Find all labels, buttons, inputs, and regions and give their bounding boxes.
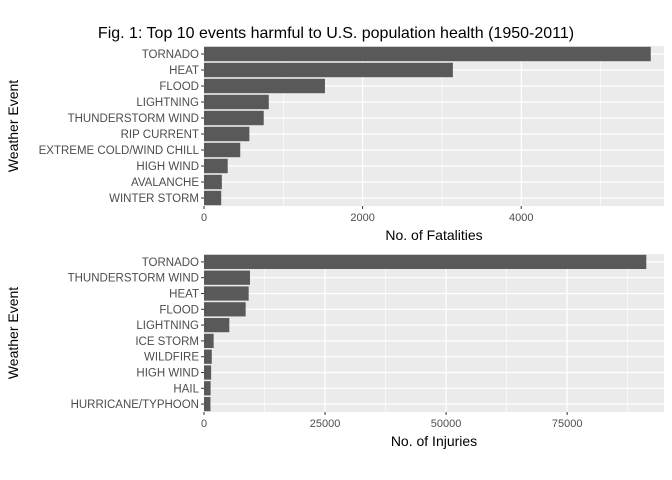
x-tick-label: 50000	[431, 418, 462, 430]
panel-background	[204, 254, 664, 412]
figure-title: Fig. 1: Top 10 events harmful to U.S. po…	[98, 25, 574, 42]
bar-heat	[204, 286, 249, 301]
x-axis-title: No. of Injuries	[391, 433, 477, 449]
category-label: EXTREME COLD/WIND CHILL	[39, 145, 200, 157]
category-label: WINTER STORM	[109, 193, 199, 205]
category-label: HAIL	[173, 383, 199, 395]
x-tick-label: 0	[201, 212, 207, 224]
category-label: HEAT	[169, 289, 199, 301]
bar-lightning	[204, 94, 269, 110]
bar-flood	[204, 78, 325, 94]
category-label: HURRICANE/TYPHOON	[71, 399, 199, 411]
bar-hail	[204, 381, 211, 396]
category-label: FLOOD	[159, 81, 199, 93]
category-label: THUNDERSTORM WIND	[68, 273, 199, 285]
x-tick-label: 25000	[310, 418, 341, 430]
bar-avalanche	[204, 174, 222, 190]
category-label: TORNADO	[142, 257, 199, 269]
x-tick-label: 0	[201, 418, 207, 430]
category-label: THUNDERSTORM WIND	[68, 113, 199, 125]
bar-hurricane-typhoon	[204, 396, 211, 412]
bar-thunderstorm-wind	[204, 110, 264, 126]
bar-extreme-cold-wind-chill	[204, 142, 241, 158]
x-tick-label: 75000	[552, 418, 583, 430]
bar-high-wind	[204, 158, 228, 174]
bar-winter-storm	[204, 190, 222, 206]
bar-tornado	[204, 46, 651, 62]
bar-lightning	[204, 317, 230, 333]
category-label: HIGH WIND	[136, 368, 199, 380]
category-label: AVALANCHE	[131, 177, 199, 189]
fatalities-chart: TORNADO HEAT FLOOD LIGHTNING THUNDERSTORM WI…	[5, 46, 664, 243]
x-axis-title: No. of Fatalities	[385, 227, 482, 243]
x-tick-label: 4000	[509, 212, 533, 224]
category-label: ICE STORM	[135, 336, 199, 348]
x-tick-label: 2000	[350, 212, 374, 224]
bar-heat	[204, 62, 453, 78]
bar-wildfire	[204, 349, 212, 364]
y-axis-title: Weather Event	[5, 287, 21, 379]
injuries-chart: TORNADO THUNDERSTORM WIND HEAT FLOOD LIGHTNI…	[5, 254, 664, 449]
category-label: FLOOD	[159, 304, 199, 316]
category-label: RIP CURRENT	[121, 129, 199, 141]
bar-flood	[204, 302, 246, 317]
category-label: WILDFIRE	[144, 352, 199, 364]
bar-high-wind	[204, 365, 212, 380]
category-label: LIGHTNING	[136, 320, 199, 332]
bar-tornado	[204, 254, 647, 270]
category-label: HEAT	[169, 65, 199, 77]
bar-rip-current	[204, 126, 250, 142]
bar-ice-storm	[204, 333, 214, 349]
category-label: TORNADO	[142, 49, 199, 61]
category-label: HIGH WIND	[136, 161, 199, 173]
bar-thunderstorm-wind	[204, 270, 250, 285]
category-label: LIGHTNING	[136, 97, 199, 109]
y-axis-title: Weather Event	[5, 80, 21, 172]
